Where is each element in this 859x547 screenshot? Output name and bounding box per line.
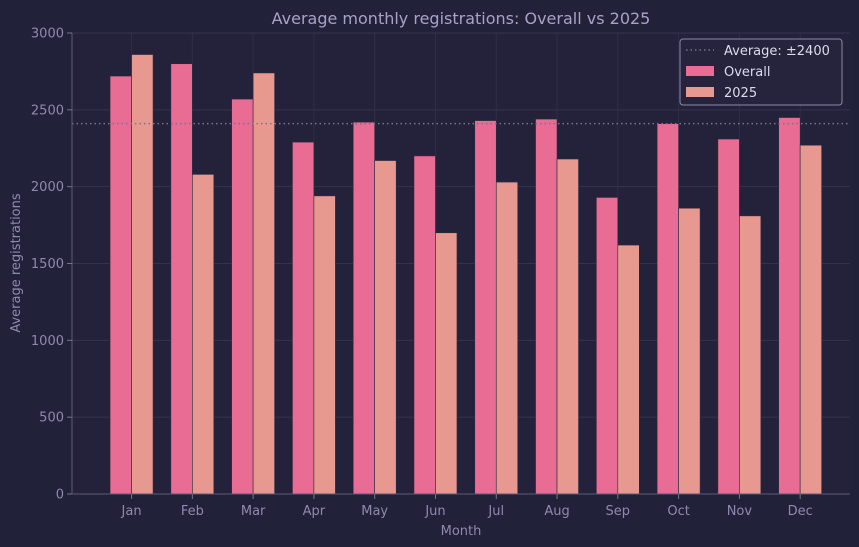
bar-overall-mar (231, 98, 254, 495)
y-axis-label: Average registrations (9, 193, 24, 333)
bar-2025-aug (556, 158, 579, 495)
bar-overall-jul (474, 120, 497, 495)
y-tick-label: 3000 (31, 27, 64, 42)
legend-box (679, 38, 843, 106)
x-tick-label: Nov (727, 504, 753, 519)
x-tick-label: Dec (788, 504, 813, 519)
x-tick-label: Apr (303, 504, 326, 519)
bar-overall-feb (170, 63, 193, 495)
ticks: 0 500 1000 1500 2000 2500 3000 Jan Feb Mar Apr May J… (31, 27, 813, 520)
legend-label-overall: Overall (724, 65, 770, 80)
bar-2025-jun (435, 232, 458, 495)
bar-2025-jan (131, 54, 154, 495)
chart-title: Average monthly registrations: Overall v… (272, 9, 651, 28)
bar-2025-mar (252, 72, 275, 495)
bar-2025-sep (617, 244, 640, 495)
bar-overall-sep (596, 197, 619, 495)
bar-2025-apr (313, 195, 336, 495)
bar-overall-jan (109, 75, 132, 495)
x-axis-label: Month (441, 524, 482, 539)
bar-overall-apr (292, 141, 315, 495)
y-tick-label: 500 (39, 411, 64, 426)
bar-2025-oct (678, 207, 701, 495)
bar-2025-dec (799, 144, 822, 495)
x-tick-label: Jul (487, 504, 504, 519)
bar-overall-nov (717, 138, 740, 495)
bar-overall-dec (778, 117, 801, 495)
bar-2025-feb (192, 174, 215, 495)
x-tick-label: Feb (181, 504, 204, 519)
legend-label-average: Average: ±2400 (724, 44, 830, 59)
legend-swatch-overall (686, 66, 714, 76)
y-tick-label: 0 (56, 488, 64, 503)
x-tick-label: Sep (606, 504, 631, 519)
x-tick-label: May (361, 504, 388, 519)
bar-2025-jul (495, 181, 519, 495)
legend: Average: ±2400 Overall 2025 (679, 38, 843, 106)
bar-2025-nov (739, 215, 762, 495)
legend-label-2025: 2025 (724, 86, 757, 101)
bar-overall-may (352, 121, 375, 495)
bar-overall-aug (535, 118, 558, 495)
y-tick-label: 1500 (31, 257, 64, 272)
x-tick-label: Oct (667, 504, 689, 519)
x-tick-label: Jun (424, 504, 445, 519)
bar-overall-jun (413, 155, 436, 495)
bars (109, 54, 822, 495)
y-tick-label: 2500 (31, 103, 64, 118)
y-tick-label: 2000 (31, 180, 64, 195)
x-tick-label: Mar (241, 504, 266, 519)
x-tick-label: Jan (121, 504, 142, 519)
bar-overall-oct (656, 123, 679, 495)
bar-2025-may (374, 160, 397, 495)
legend-swatch-2025 (686, 87, 714, 97)
y-tick-label: 1000 (31, 334, 64, 349)
x-tick-label: Aug (544, 504, 569, 519)
